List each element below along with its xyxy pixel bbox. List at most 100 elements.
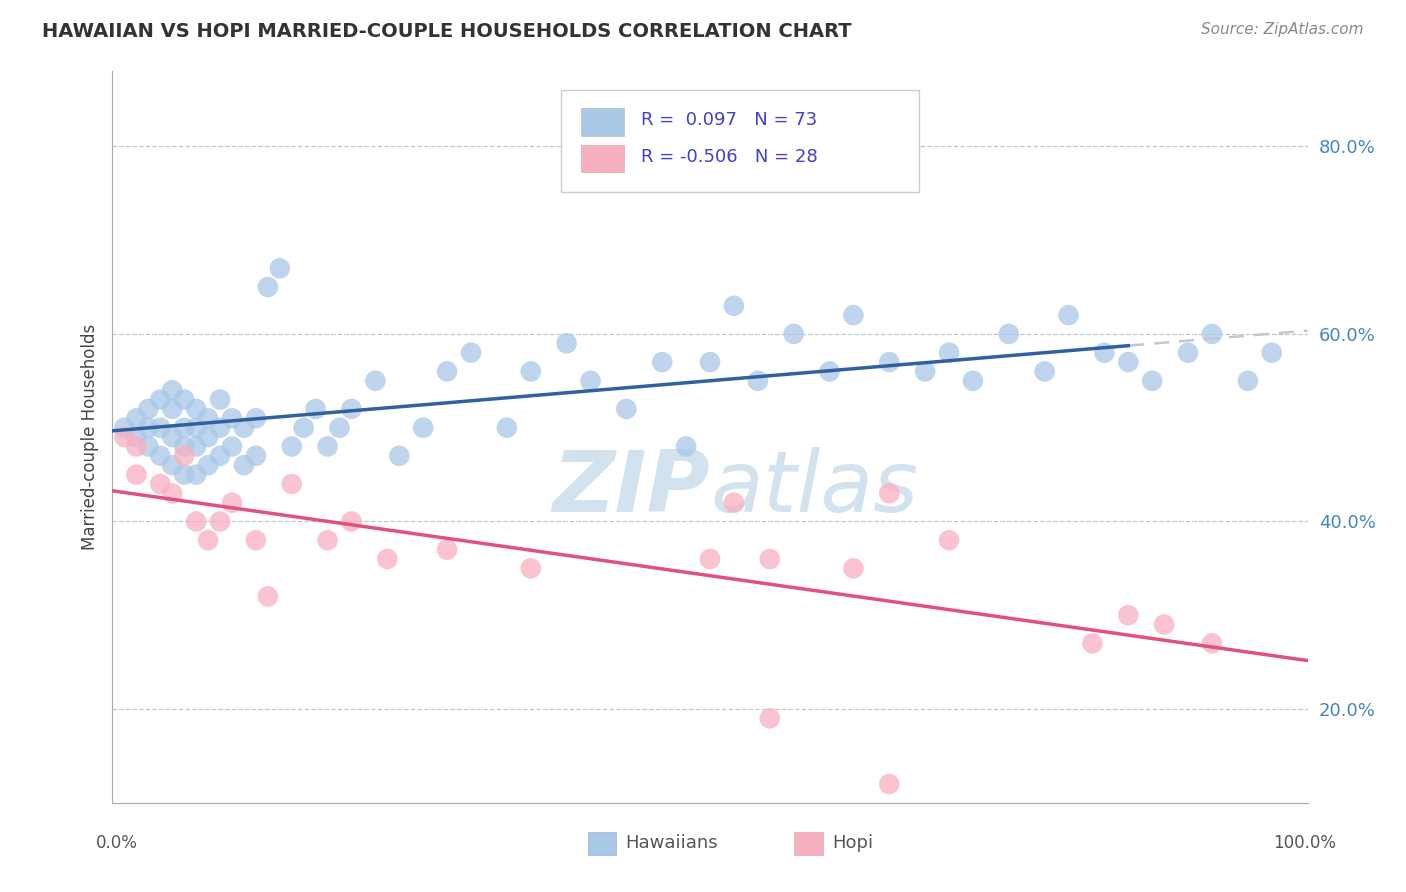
- Point: [125, 440, 148, 454]
- Point: [149, 477, 172, 491]
- Point: [149, 449, 172, 463]
- Point: [125, 411, 148, 425]
- Point: [257, 590, 280, 604]
- Point: [377, 552, 399, 566]
- Point: [782, 326, 804, 341]
- Point: [162, 458, 183, 473]
- Text: Hopi: Hopi: [832, 834, 873, 853]
- FancyBboxPatch shape: [561, 90, 920, 192]
- Point: [209, 515, 232, 529]
- Point: [138, 401, 160, 416]
- Point: [1142, 374, 1164, 388]
- Point: [233, 420, 256, 434]
- Point: [759, 711, 782, 725]
- Point: [879, 486, 901, 500]
- Point: [245, 533, 267, 548]
- Point: [186, 401, 208, 416]
- Point: [197, 458, 219, 473]
- Point: [579, 374, 602, 388]
- Point: [962, 374, 984, 388]
- Point: [879, 355, 901, 369]
- Point: [879, 777, 901, 791]
- Point: [460, 345, 482, 359]
- Bar: [581, 108, 624, 136]
- Point: [186, 467, 208, 482]
- Point: [209, 392, 232, 407]
- Text: Source: ZipAtlas.com: Source: ZipAtlas.com: [1201, 22, 1364, 37]
- Point: [233, 458, 256, 473]
- Point: [723, 496, 745, 510]
- Bar: [581, 145, 624, 172]
- Point: [938, 533, 960, 548]
- Point: [496, 420, 519, 434]
- Point: [162, 401, 183, 416]
- Point: [1033, 364, 1056, 378]
- Y-axis label: Married-couple Households: Married-couple Households: [80, 324, 98, 550]
- Text: 0.0%: 0.0%: [96, 834, 138, 852]
- Point: [1261, 345, 1284, 359]
- Point: [221, 440, 243, 454]
- Point: [914, 364, 936, 378]
- Point: [555, 336, 578, 351]
- Bar: [588, 832, 616, 855]
- Point: [340, 401, 363, 416]
- Point: [747, 374, 769, 388]
- Point: [938, 345, 960, 359]
- Point: [1118, 355, 1140, 369]
- Point: [436, 364, 458, 378]
- Point: [197, 430, 219, 444]
- Point: [173, 440, 195, 454]
- Point: [842, 561, 865, 575]
- Point: [329, 420, 352, 434]
- Point: [1057, 308, 1080, 322]
- Point: [257, 280, 280, 294]
- Point: [197, 411, 219, 425]
- Point: [173, 392, 195, 407]
- Point: [699, 355, 721, 369]
- Text: 100.0%: 100.0%: [1274, 834, 1336, 852]
- Point: [1201, 326, 1223, 341]
- Text: atlas: atlas: [710, 447, 918, 530]
- Point: [281, 440, 304, 454]
- Text: HAWAIIAN VS HOPI MARRIED-COUPLE HOUSEHOLDS CORRELATION CHART: HAWAIIAN VS HOPI MARRIED-COUPLE HOUSEHOL…: [42, 22, 852, 41]
- Text: ZIP: ZIP: [553, 447, 710, 530]
- Point: [520, 561, 543, 575]
- Point: [125, 430, 148, 444]
- Point: [723, 299, 745, 313]
- Point: [162, 486, 183, 500]
- Point: [149, 392, 172, 407]
- Point: [818, 364, 841, 378]
- Point: [114, 430, 135, 444]
- Point: [186, 420, 208, 434]
- Point: [173, 449, 195, 463]
- Point: [221, 496, 243, 510]
- Point: [209, 449, 232, 463]
- Point: [138, 420, 160, 434]
- Point: [1094, 345, 1116, 359]
- Point: [149, 420, 172, 434]
- Point: [1081, 636, 1104, 650]
- Point: [173, 420, 195, 434]
- Point: [616, 401, 638, 416]
- Point: [186, 515, 208, 529]
- Point: [162, 430, 183, 444]
- Point: [1237, 374, 1260, 388]
- Point: [173, 467, 195, 482]
- Point: [675, 440, 697, 454]
- Point: [1177, 345, 1199, 359]
- Text: R = -0.506   N = 28: R = -0.506 N = 28: [641, 148, 817, 166]
- Point: [269, 261, 291, 276]
- Point: [209, 420, 232, 434]
- Point: [138, 440, 160, 454]
- Point: [412, 420, 434, 434]
- Point: [340, 515, 363, 529]
- Point: [114, 420, 135, 434]
- Point: [436, 542, 458, 557]
- Point: [842, 308, 865, 322]
- Point: [316, 533, 339, 548]
- Point: [651, 355, 673, 369]
- Point: [281, 477, 304, 491]
- Point: [305, 401, 328, 416]
- Point: [1153, 617, 1175, 632]
- Point: [1118, 608, 1140, 623]
